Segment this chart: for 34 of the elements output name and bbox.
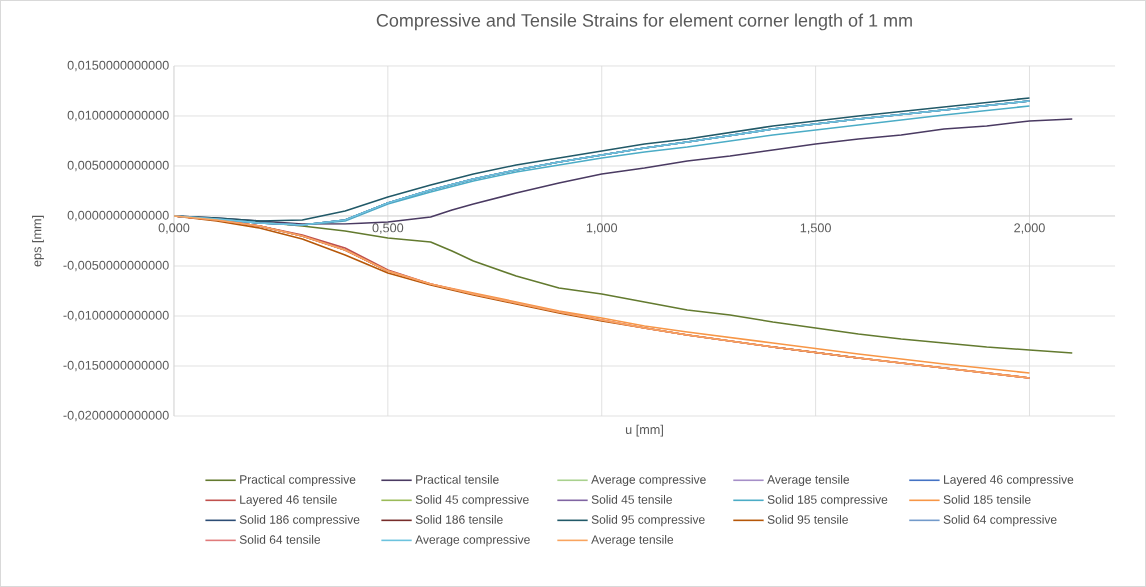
legend-label: Solid 95 tensile	[767, 515, 848, 524]
x-tick-label: 1,500	[800, 223, 831, 234]
x-axis-title: u [mm]	[625, 424, 663, 437]
y-tick-label: -0,0100000000000	[63, 310, 169, 322]
legend-label: Layered 46 compressive	[944, 474, 1074, 487]
x-tick-label: 0,500	[372, 223, 404, 234]
legend-label: Solid 186 compressive	[239, 515, 360, 527]
legend-label: Solid 95 compressive	[591, 515, 705, 527]
legend-label: Average tensile	[767, 474, 850, 487]
legend-label: Practical compressive	[240, 474, 356, 487]
y-tick-label: 0,0000000000000	[67, 210, 169, 222]
y-tick-label: -0,0150000000000	[63, 360, 169, 372]
x-tick-label: 2,000	[1014, 223, 1045, 234]
legend-label: Average compressive	[591, 474, 706, 487]
chart-title: Compressive and Tensile Strains for element corner length of 1 mm	[376, 13, 912, 31]
y-tick-label: 0,0100000000000	[67, 110, 169, 122]
y-tick-label: -0,0050000000000	[63, 260, 169, 272]
legend-label: Average tensile	[591, 535, 674, 547]
legend-label: Solid 185 tensile	[943, 494, 1031, 504]
legend-label: Layered 46 tensile	[240, 494, 337, 507]
legend-label: Solid 185 compressive	[767, 494, 888, 507]
legend-label: Solid 64 compressive	[943, 515, 1057, 527]
legend-label: Solid 45 tensile	[591, 494, 672, 504]
legend-label: Solid 186 tensile	[415, 515, 503, 524]
x-tick-label: 1,000	[586, 223, 618, 234]
legend-label: Average compressive	[415, 535, 530, 547]
legend-label: Solid 64 tensile	[239, 535, 321, 544]
y-tick-label: 0,0050000000000	[67, 160, 169, 172]
y-tick-label: -0,0200000000000	[63, 410, 169, 422]
legend-label: Solid 45 compressive	[415, 494, 529, 507]
legend-label: Practical tensile	[416, 474, 499, 484]
y-tick-label: 0,0150000000000	[67, 60, 169, 72]
x-tick-label: 0,000	[158, 223, 190, 234]
y-axis-title: eps [mm]	[32, 215, 44, 267]
